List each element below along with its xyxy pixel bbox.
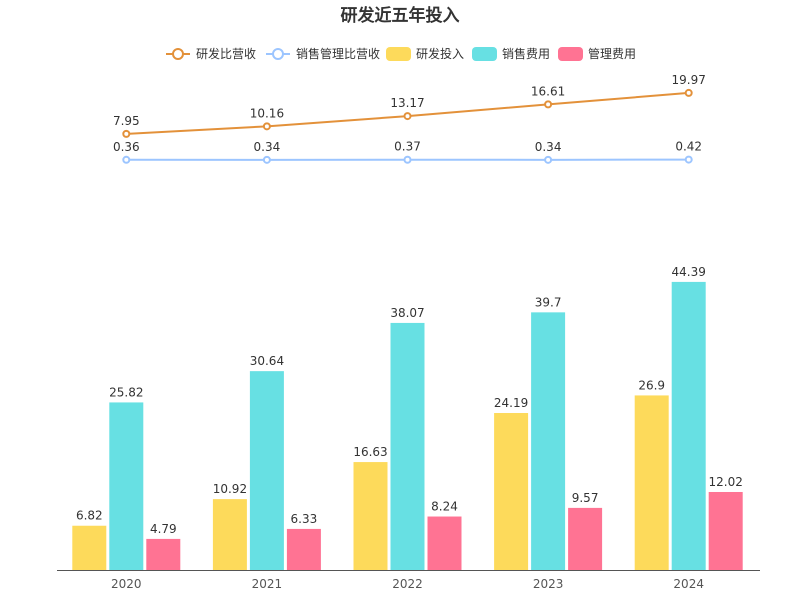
legend-item[interactable]: 研发比营收	[166, 46, 256, 61]
bar	[353, 462, 388, 570]
line-plot: 7.95 10.16 13.17 16.61 19.97 0.36 0.34 0.37 0.34…	[113, 73, 706, 164]
bar-value-label: 30.64	[250, 354, 284, 368]
line-value-label: 10.16	[250, 106, 284, 120]
bar-value-label: 38.07	[390, 306, 424, 320]
line-value-label: 0.36	[113, 140, 140, 154]
legend-item[interactable]: 管理费用	[558, 46, 636, 61]
bar	[494, 413, 529, 570]
line-point	[544, 100, 553, 109]
bar	[286, 528, 321, 570]
legend-label: 销售费用	[502, 46, 550, 61]
bar	[109, 402, 144, 570]
legend-swatch-icon	[472, 47, 497, 61]
x-tick-label: 2022	[392, 577, 423, 591]
x-axis-ticks: 2020 2021 2022 2023 2024	[111, 577, 704, 591]
bar	[146, 538, 181, 570]
x-tick-label: 2024	[673, 577, 704, 591]
line-point	[544, 155, 553, 164]
bar-value-label: 39.7	[535, 295, 562, 309]
line-point	[122, 155, 131, 164]
bar	[708, 491, 743, 570]
bar-value-label: 10.92	[213, 482, 247, 496]
line-point	[403, 112, 412, 121]
bar-value-label: 16.63	[353, 445, 387, 459]
legend-swatch-icon	[558, 47, 583, 61]
legend-item[interactable]: 研发投入	[386, 46, 464, 61]
bar-plot: 6.82 25.82 4.79 10.92 30.64 6.33 16.63 38.07 8.2…	[72, 265, 743, 570]
legend-marker-icon	[272, 48, 284, 60]
bar	[568, 507, 603, 570]
line-point	[122, 129, 131, 138]
line-value-label: 0.37	[394, 140, 421, 154]
bar	[390, 322, 425, 570]
legend-item[interactable]: 销售费用	[472, 46, 550, 61]
x-tick-label: 2023	[533, 577, 564, 591]
bar-value-label: 25.82	[109, 385, 143, 399]
legend-label: 研发比营收	[196, 46, 256, 61]
chart-title: 研发近五年投入	[341, 5, 460, 26]
legend-marker-icon	[172, 48, 184, 60]
bar-value-label: 8.24	[431, 500, 458, 514]
bar-value-label: 4.79	[150, 522, 177, 536]
line-value-label: 0.34	[254, 140, 281, 154]
x-tick-label: 2020	[111, 577, 142, 591]
line-point	[684, 88, 693, 97]
legend-label: 管理费用	[588, 46, 636, 61]
line-point	[403, 155, 412, 164]
bar-value-label: 26.9	[638, 378, 665, 392]
bar-value-label: 24.19	[494, 396, 528, 410]
legend-label: 销售管理比营收	[296, 46, 380, 61]
bar	[212, 499, 247, 570]
line-value-label: 0.42	[675, 140, 702, 154]
bar	[634, 395, 669, 570]
line-point	[262, 155, 271, 164]
line-value-label: 7.95	[113, 114, 140, 128]
bar-value-label: 6.82	[76, 509, 103, 523]
line-point	[684, 155, 693, 164]
bar	[531, 312, 566, 570]
line-value-label: 16.61	[531, 84, 565, 98]
legend-label: 研发投入	[416, 46, 464, 61]
bar-value-label: 9.57	[572, 491, 599, 505]
line-value-label: 13.17	[390, 96, 424, 110]
line-value-label: 0.34	[535, 140, 562, 154]
bar-value-label: 12.02	[709, 475, 743, 489]
bar-value-label: 44.39	[672, 265, 706, 279]
x-tick-label: 2021	[252, 577, 283, 591]
legend-item[interactable]: 销售管理比营收	[266, 46, 380, 61]
legend-swatch-icon	[386, 47, 411, 61]
bar	[249, 371, 284, 570]
legend: 研发比营收 销售管理比营收 研发投入 销售费用 管理费用	[166, 46, 636, 61]
bar	[72, 525, 107, 570]
line-point	[262, 122, 271, 131]
line-value-label: 19.97	[672, 73, 706, 87]
bar-value-label: 6.33	[291, 512, 318, 526]
bar	[671, 281, 706, 570]
bar	[427, 516, 462, 570]
